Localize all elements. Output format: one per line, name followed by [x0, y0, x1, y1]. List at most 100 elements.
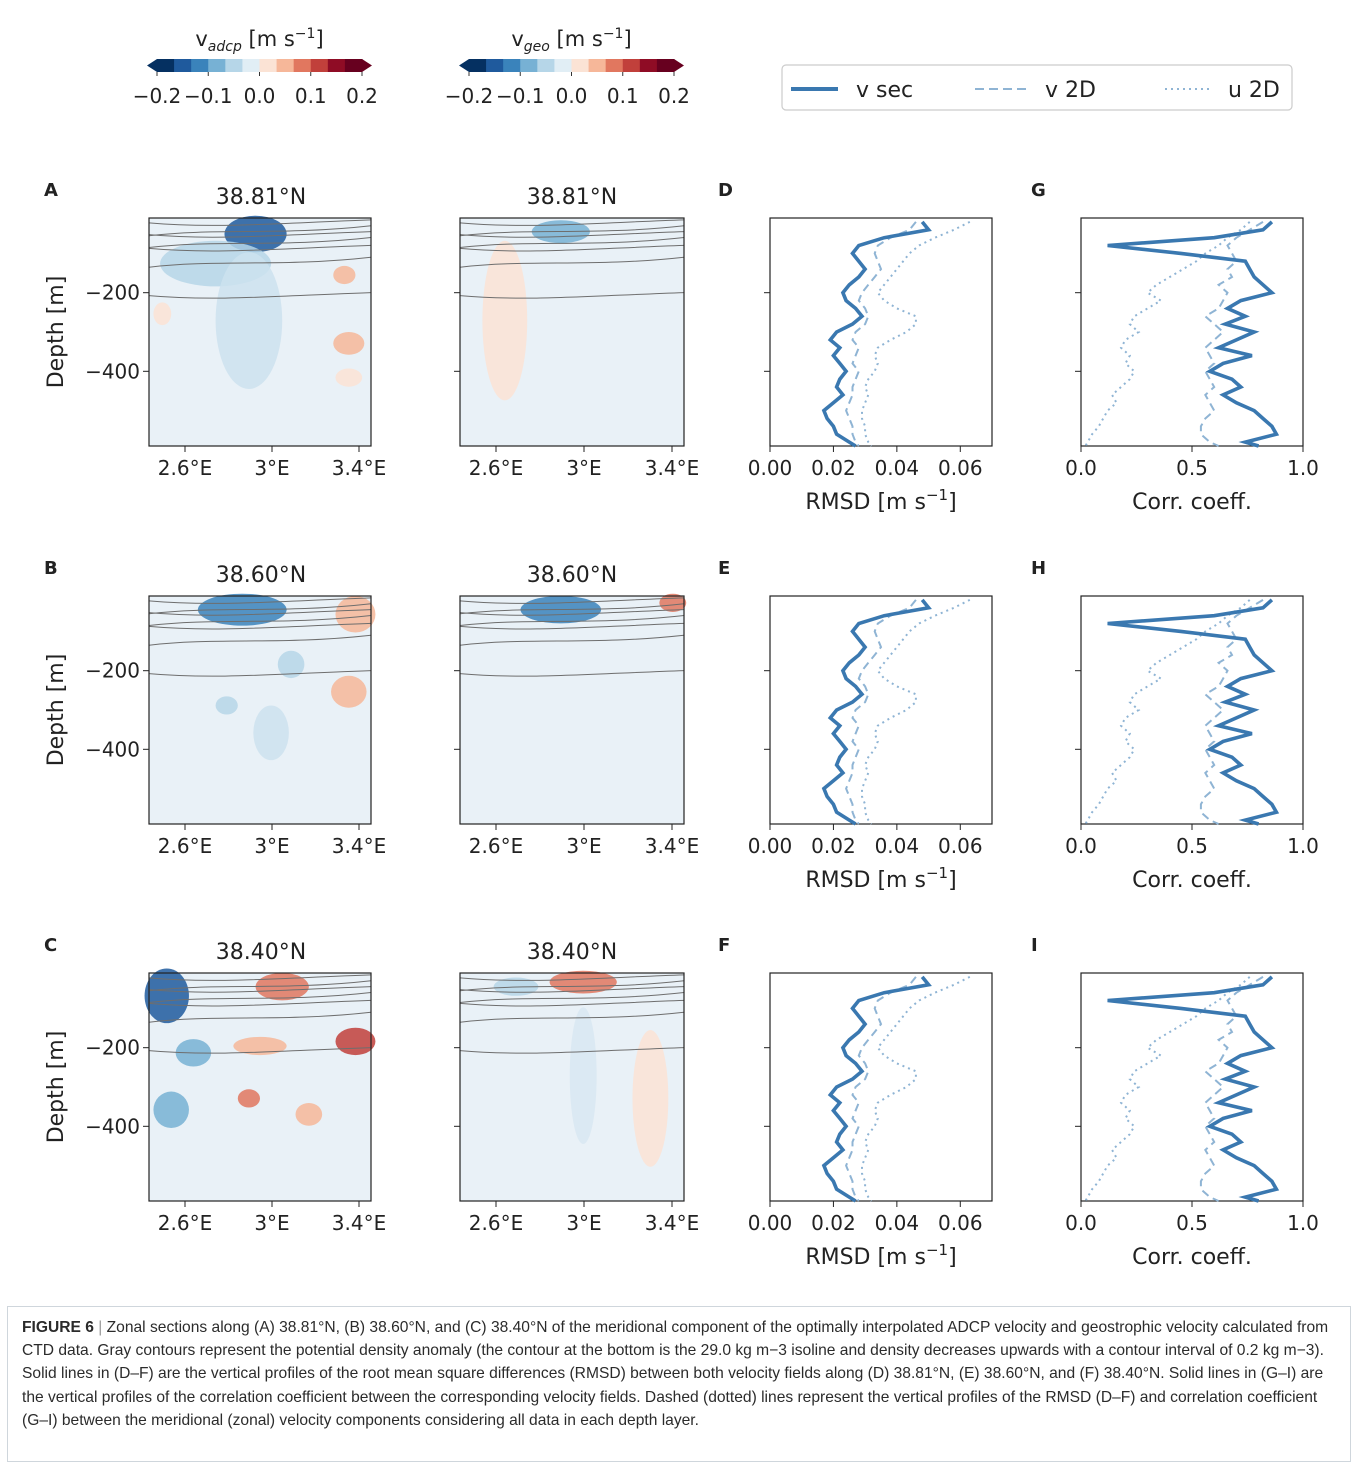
- velocity-contour-fill: [333, 332, 365, 355]
- density-contour: [148, 1011, 372, 1023]
- colorbar-swatch: [605, 59, 624, 72]
- profile-line-v-sec: [1107, 975, 1280, 1203]
- colorbar-tick-label: −0.2: [445, 84, 494, 108]
- profile-line-v-sec: [1107, 220, 1280, 448]
- x-tick-label: 0.02: [811, 834, 856, 858]
- corr-panel: 0.0 0.5 1.0 Corr. coeff.: [1065, 595, 1319, 893]
- row-b: B E H 38.60°N 38.60°N Depth [m] −200 −400 2.6°E 3…: [44, 558, 1319, 893]
- profile-frame: [1080, 972, 1304, 1202]
- x-tick-label: 0.06: [938, 456, 983, 480]
- colorbar-swatch: [157, 59, 175, 72]
- profile-line-u-2d: [1084, 221, 1251, 447]
- density-contour: [459, 292, 685, 299]
- y-tick-label: −400: [85, 1114, 140, 1138]
- row-a: A D G 38.81°N 38.81°N Depth [m] −200 −400 2.6°E 3…: [44, 180, 1319, 515]
- x-tick-label: 1.0: [1287, 1211, 1319, 1235]
- colorbar-label-sub: adcp: [208, 39, 242, 55]
- colorbar-extend-low: [147, 59, 157, 72]
- colorbar-tick-label: 0.1: [607, 84, 639, 108]
- x-axis-label-exp: −1: [926, 864, 948, 882]
- colorbar-swatch: [588, 59, 607, 72]
- density-contour: [459, 231, 685, 238]
- section-title-geo: 38.40°N: [527, 940, 617, 965]
- x-tick-label: 0.04: [875, 456, 920, 480]
- velocity-contour-fill: [255, 973, 309, 1001]
- colorbar-swatch: [344, 59, 363, 72]
- legend-label-v2d: v 2D: [1045, 78, 1096, 103]
- density-contour: [459, 244, 685, 252]
- profile-line-v-2d: [845, 976, 917, 1202]
- velocity-contour-fill: [331, 675, 367, 708]
- y-tick-label: −400: [85, 359, 140, 383]
- colorbar-label-end: ]: [623, 27, 631, 51]
- density-contour: [148, 603, 372, 615]
- x-axis-label-rmsd: RMSD [m s−1]: [805, 864, 956, 893]
- x-tick-label: 3°E: [254, 456, 289, 480]
- caption-box: [7, 1306, 1351, 1462]
- velocity-contour-fill: [295, 1102, 323, 1126]
- density-contour: [148, 999, 372, 1007]
- section-title-geo: 38.60°N: [527, 563, 617, 588]
- x-tick-label: 0.0: [1065, 456, 1097, 480]
- colorbar-adcp: vadcp [m s−1] −0.2 −0.1 0.0 0.1 0.2: [133, 26, 378, 108]
- x-axis-label-exp: −1: [926, 486, 948, 504]
- x-tick-label: 0.02: [811, 1211, 856, 1235]
- colorbar-tick-label: −0.1: [496, 84, 545, 108]
- profile-line-u-2d: [1084, 599, 1251, 825]
- colorbar-swatch: [191, 59, 209, 72]
- colorbar-swatch: [639, 59, 658, 72]
- colorbar-swatch: [242, 59, 260, 72]
- profile-line-u-2d: [861, 599, 971, 825]
- density-contour: [459, 609, 685, 616]
- velocity-contour-fill: [335, 596, 376, 633]
- colorbar-swatch: [656, 59, 675, 72]
- x-tick-label: 2.6°E: [158, 1211, 212, 1235]
- x-tick-label: 2.6°E: [158, 456, 212, 480]
- legend: v sec v 2D u 2D: [781, 64, 1293, 111]
- panel-letter: F: [718, 935, 730, 956]
- colorbar-geo: vgeo [m s−1] −0.2 −0.1 0.0 0.1 0.2: [445, 26, 690, 108]
- colorbar-label-main: v: [511, 27, 523, 51]
- section-adcp: 2.6°E 3°E 3.4°E: [143, 593, 386, 858]
- section-adcp: 2.6°E 3°E 3.4°E: [143, 968, 386, 1235]
- density-contour: [459, 999, 685, 1007]
- profile-frame: [1080, 595, 1304, 825]
- section-frame: [148, 972, 372, 1202]
- legend-label-vsec: v sec: [856, 78, 913, 103]
- x-tick-label: 3°E: [254, 1211, 289, 1235]
- density-contour: [148, 980, 372, 992]
- x-axis-label-end: ]: [948, 490, 957, 515]
- panel-letter: G: [1031, 180, 1046, 201]
- x-axis-label-end: ]: [948, 1245, 957, 1270]
- density-contour: [459, 615, 685, 627]
- colorbar-label: vadcp [m s−1]: [195, 26, 323, 55]
- y-tick-label: −200: [85, 1036, 140, 1060]
- density-contour: [459, 603, 685, 615]
- colorbar-tick-label: 0.2: [658, 84, 690, 108]
- section-frame: [459, 972, 685, 1202]
- caption-text: Zonal sections along (A) 38.81°N, (B) 38…: [22, 1319, 1329, 1429]
- x-axis-label-main: RMSD [m s: [805, 490, 926, 515]
- profile-frame: [1080, 217, 1304, 447]
- y-axis-label: Depth [m]: [44, 654, 69, 767]
- velocity-contour-fill: [153, 1091, 189, 1129]
- x-axis-label-main: RMSD [m s: [805, 868, 926, 893]
- section-geo: 2.6°E 3°E 3.4°E: [454, 970, 699, 1235]
- colorbar-swatch: [174, 59, 192, 72]
- density-contour: [148, 1047, 372, 1054]
- x-tick-label: 3.4°E: [332, 834, 386, 858]
- velocity-contour-fill: [233, 1036, 287, 1056]
- colorbar-swatch: [293, 59, 312, 72]
- x-tick-label: 0.02: [811, 456, 856, 480]
- colorbar-label-main: v: [195, 27, 207, 51]
- velocity-contour-fill: [482, 240, 528, 401]
- colorbar-tick-label: 0.0: [244, 84, 276, 108]
- x-tick-label: 2.6°E: [469, 1211, 523, 1235]
- colorbar-extend-high: [362, 59, 372, 72]
- density-contour: [459, 1011, 685, 1023]
- colorbar-tick-label: −0.2: [133, 84, 182, 108]
- x-tick-label: 3.4°E: [645, 834, 699, 858]
- x-tick-label: 0.5: [1176, 834, 1208, 858]
- section-frame: [459, 217, 685, 447]
- colorbar-swatch: [537, 59, 555, 72]
